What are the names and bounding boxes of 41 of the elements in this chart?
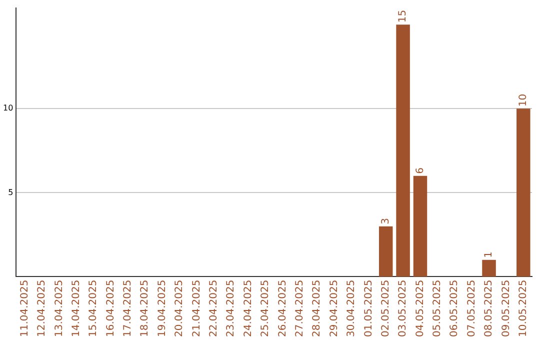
x-tick-label: 07.05.2025 — [466, 280, 478, 338]
data-label: 6 — [414, 168, 426, 174]
x-tick-label: 29.04.2025 — [328, 280, 340, 338]
x-tick-label: 04.05.2025 — [414, 280, 426, 338]
x-tick-label: 03.05.2025 — [398, 280, 409, 338]
y-tick-label: 5 — [8, 188, 14, 197]
x-tick-label: 02.05.2025 — [380, 280, 392, 338]
x-tick-label: 12.04.2025 — [36, 280, 48, 338]
data-label: 10 — [518, 94, 529, 107]
data-label: 1 — [484, 252, 495, 258]
x-tick-label: 28.04.2025 — [312, 280, 323, 338]
bar — [482, 260, 496, 277]
x-tick-label: 17.04.2025 — [122, 280, 134, 338]
data-label: 15 — [398, 10, 409, 23]
x-tick-label: 11.04.2025 — [19, 280, 30, 338]
bar — [516, 108, 530, 277]
x-tick-label: 09.05.2025 — [500, 280, 512, 338]
x-tick-label: 14.04.2025 — [70, 280, 82, 338]
x-tick-label: 13.04.2025 — [54, 280, 65, 338]
x-tick-label: 01.05.2025 — [363, 280, 374, 338]
x-tick-label: 05.05.2025 — [432, 280, 444, 338]
x-tick-label: 15.04.2025 — [88, 280, 100, 338]
data-label: 3 — [380, 218, 392, 224]
x-tick-label: 06.05.2025 — [449, 280, 460, 338]
bar — [378, 226, 393, 277]
x-tick-label: 30.04.2025 — [346, 280, 358, 338]
x-tick-label: 18.04.2025 — [140, 280, 151, 338]
x-tick-label: 25.04.2025 — [260, 280, 272, 338]
x-tick-label: 24.04.2025 — [242, 280, 254, 338]
x-tick-label: 16.04.2025 — [105, 280, 116, 338]
x-tick-label: 10.05.2025 — [518, 280, 529, 338]
x-tick-label: 21.04.2025 — [191, 280, 202, 338]
bar — [396, 24, 410, 277]
x-tick-label: 08.05.2025 — [484, 280, 495, 338]
x-tick-label: 27.04.2025 — [294, 280, 306, 338]
bar — [413, 176, 428, 277]
x-tick-label: 20.04.2025 — [174, 280, 186, 338]
x-tick-label: 22.04.2025 — [208, 280, 220, 338]
x-tick-label: 26.04.2025 — [277, 280, 288, 338]
x-tick-label: 19.04.2025 — [156, 280, 168, 338]
x-tick-label: 23.04.2025 — [226, 280, 237, 338]
